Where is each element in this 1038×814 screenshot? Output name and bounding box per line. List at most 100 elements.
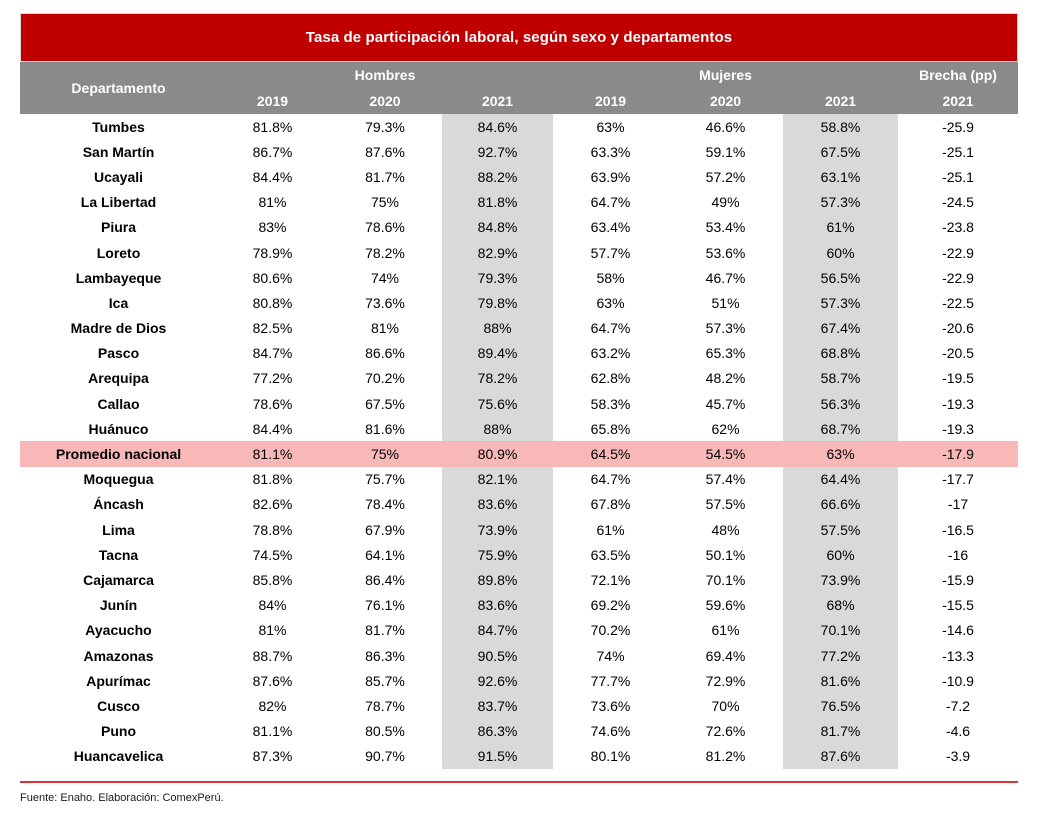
department-row: Tacna 74.5% 64.1% 75.9% 63.5% 50.1% 60% -16 (20, 542, 1019, 568)
value-cell: 63.9% (553, 164, 669, 190)
department-row: Ica 80.8% 73.6% 79.8% 63% 51% 57.3% -22.5 (20, 290, 1019, 316)
value-cell: -13.3 (898, 642, 1019, 669)
value-cell: 63% (783, 441, 899, 467)
department-name-cell: San Martín (20, 139, 217, 165)
value-cell: -7.2 (898, 693, 1019, 719)
value-cell: 73.6% (553, 693, 669, 719)
national-average-row: Promedio nacional 81.1% 75% 80.9% 64.5% 54.5%… (20, 441, 1019, 467)
value-cell: 50.1% (668, 542, 784, 568)
department-row: Cusco 82% 78.7% 83.7% 73.6% 70% 76.5% -7.2 (20, 693, 1019, 719)
department-name-cell: Arequipa (20, 365, 217, 392)
value-cell: 67.5% (783, 139, 899, 165)
value-cell: 88% (442, 416, 554, 442)
department-row: Callao 78.6% 67.5% 75.6% 58.3% 45.7% 56.3% -19.… (20, 391, 1019, 417)
value-cell: 70% (668, 693, 784, 719)
department-name-cell: Puno (20, 718, 217, 744)
value-cell: 82.9% (442, 239, 554, 266)
value-cell: 67.8% (553, 491, 669, 517)
value-cell: 59.6% (668, 592, 784, 618)
value-cell: -16.5 (898, 517, 1019, 543)
value-cell: 64.7% (553, 189, 669, 215)
value-cell: 78.2% (442, 365, 554, 392)
value-cell: 57.3% (783, 290, 899, 316)
value-cell: 61% (783, 214, 899, 240)
value-cell: 64.7% (553, 315, 669, 341)
department-name-cell: Apurímac (20, 668, 217, 694)
value-cell: 78.7% (328, 693, 442, 719)
department-name-cell: Piura (20, 214, 217, 240)
value-cell: 61% (668, 617, 784, 643)
header-group-hombres: Hombres (217, 62, 554, 88)
department-row: Lambayeque 80.6% 74% 79.3% 58% 46.7% 56.5% -22.… (20, 265, 1019, 291)
value-cell: 70.1% (668, 567, 784, 593)
value-cell: 80.1% (553, 743, 669, 769)
department-name-cell: Pasco (20, 340, 217, 366)
department-row: Tumbes 81.8% 79.3% 84.6% 63% 46.6% 58.8% -25.9 (20, 114, 1019, 140)
value-cell: 76.1% (328, 592, 442, 618)
department-name-cell: Cusco (20, 693, 217, 719)
value-cell: 74.5% (217, 542, 328, 568)
value-cell: 88% (442, 315, 554, 341)
department-name-cell: Madre de Dios (20, 315, 217, 341)
value-cell: 63% (553, 290, 669, 316)
header-hombres-2020: 2020 (328, 88, 442, 114)
value-cell: 84.6% (442, 114, 554, 140)
value-cell: 69.2% (553, 592, 669, 618)
table-header: Departamento Hombres Mujeres Brecha (pp)… (20, 62, 1019, 114)
department-name-cell: Amazonas (20, 642, 217, 669)
value-cell: 82% (217, 693, 328, 719)
value-cell: 81.6% (783, 668, 899, 694)
value-cell: 83.6% (442, 592, 554, 618)
value-cell: 78.6% (217, 391, 328, 417)
value-cell: 81.7% (328, 617, 442, 643)
value-cell: 86.4% (328, 567, 442, 593)
value-cell: 83.7% (442, 693, 554, 719)
value-cell: 81.7% (328, 164, 442, 190)
department-row: La Libertad 81% 75% 81.8% 64.7% 49% 57.3% -24.5 (20, 189, 1019, 215)
department-name-cell: Huánuco (20, 416, 217, 442)
value-cell: 81% (217, 189, 328, 215)
department-name-cell: Huancavelica (20, 743, 217, 769)
department-row: Huancavelica 87.3% 90.7% 91.5% 80.1% 81.2% 87.… (20, 743, 1019, 769)
value-cell: 80.6% (217, 265, 328, 291)
value-cell: 48% (668, 517, 784, 543)
value-cell: 77.2% (217, 365, 328, 392)
value-cell: 82.5% (217, 315, 328, 341)
value-cell: 56.3% (783, 391, 899, 417)
value-cell: 67.4% (783, 315, 899, 341)
value-cell: -20.5 (898, 340, 1019, 366)
value-cell: 63.4% (553, 214, 669, 240)
table-title: Tasa de participación laboral, según sex… (305, 29, 733, 46)
value-cell: -24.5 (898, 189, 1019, 215)
value-cell: 89.8% (442, 567, 554, 593)
value-cell: 75.6% (442, 391, 554, 417)
department-row: Madre de Dios 82.5% 81% 88% 64.7% 57.3% 67.4% -… (20, 315, 1019, 341)
value-cell: 54.5% (668, 441, 784, 467)
value-cell: 79.8% (442, 290, 554, 316)
value-cell: 59.1% (668, 139, 784, 165)
value-cell: 46.7% (668, 265, 784, 291)
value-cell: 61% (553, 517, 669, 543)
department-row: Pasco 84.7% 86.6% 89.4% 63.2% 65.3% 68.8% -20.5 (20, 340, 1019, 366)
footer-rule (20, 780, 1018, 783)
department-row: San Martín 86.7% 87.6% 92.7% 63.3% 59.1% 67.5%… (20, 139, 1019, 165)
value-cell: 66.6% (783, 491, 899, 517)
value-cell: 79.3% (442, 265, 554, 291)
source-note: Fuente: Enaho. Elaboración: ComexPerú. (20, 791, 224, 804)
value-cell: 75.9% (442, 542, 554, 568)
value-cell: 87.6% (328, 139, 442, 165)
department-row: Áncash 82.6% 78.4% 83.6% 67.8% 57.5% 66.6% -17 (20, 491, 1019, 517)
value-cell: -23.8 (898, 214, 1019, 240)
value-cell: 77.7% (553, 668, 669, 694)
value-cell: 85.7% (328, 668, 442, 694)
value-cell: -25.9 (898, 114, 1019, 140)
value-cell: 73.6% (328, 290, 442, 316)
value-cell: 68.7% (783, 416, 899, 442)
value-cell: 81.2% (668, 743, 784, 769)
value-cell: 53.6% (668, 239, 784, 266)
department-name-cell: Ucayali (20, 164, 217, 190)
value-cell: 57.3% (668, 315, 784, 341)
value-cell: 82.1% (442, 466, 554, 492)
value-cell: 69.4% (668, 642, 784, 669)
